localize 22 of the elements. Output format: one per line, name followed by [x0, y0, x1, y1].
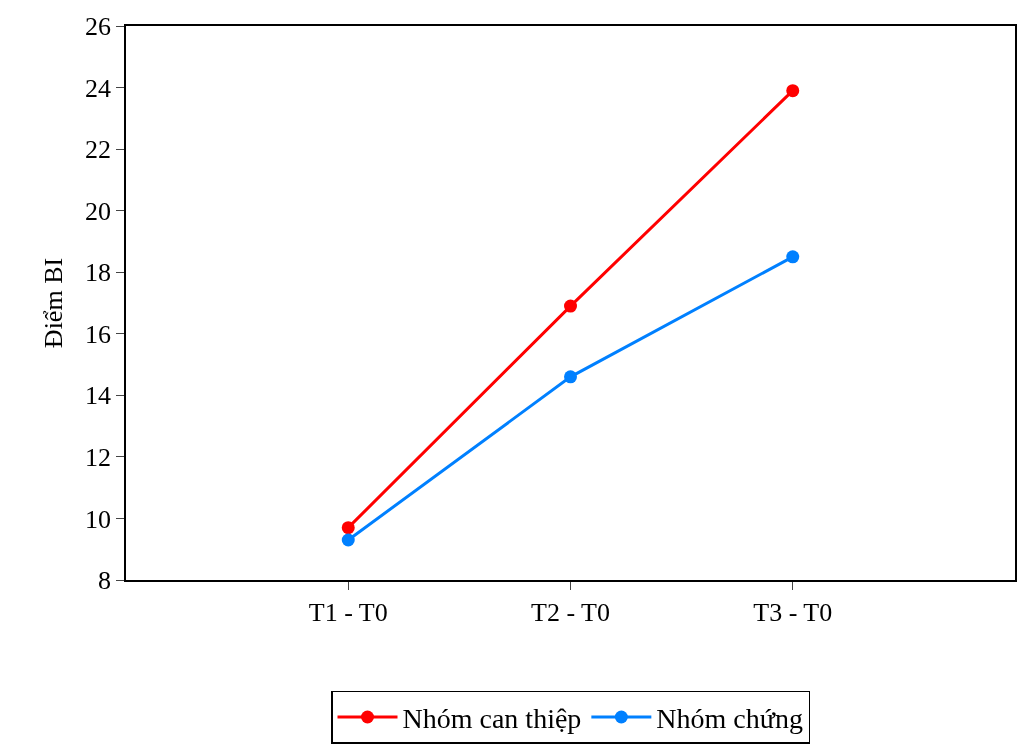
y-tick-label: 22	[85, 135, 112, 165]
point	[786, 250, 800, 264]
point	[564, 299, 577, 313]
y-tick-label: 14	[85, 381, 112, 411]
legend-label: Nhóm can thiệp	[402, 702, 582, 734]
point	[341, 521, 355, 535]
y-tick-label: 26	[85, 12, 112, 42]
y-tick-label: 20	[85, 196, 112, 226]
y-tick-label: 24	[85, 73, 112, 103]
x-tick-label: T2 - T0	[531, 597, 610, 627]
y-tick-label: 18	[85, 258, 112, 288]
y-tick-label: 8	[98, 566, 112, 596]
point	[786, 84, 800, 98]
y-tick-label: 10	[85, 504, 112, 534]
y-tick-label: 12	[85, 442, 112, 472]
point	[564, 370, 577, 384]
legend-label: Nhóm chứng	[656, 702, 803, 734]
y-axis-title: Điểm BI	[38, 257, 68, 349]
x-tick-label: T1 - T0	[308, 597, 388, 627]
point	[341, 533, 355, 547]
x-tick-label: T3 - T0	[753, 597, 833, 627]
y-tick-label: 16	[85, 319, 112, 349]
